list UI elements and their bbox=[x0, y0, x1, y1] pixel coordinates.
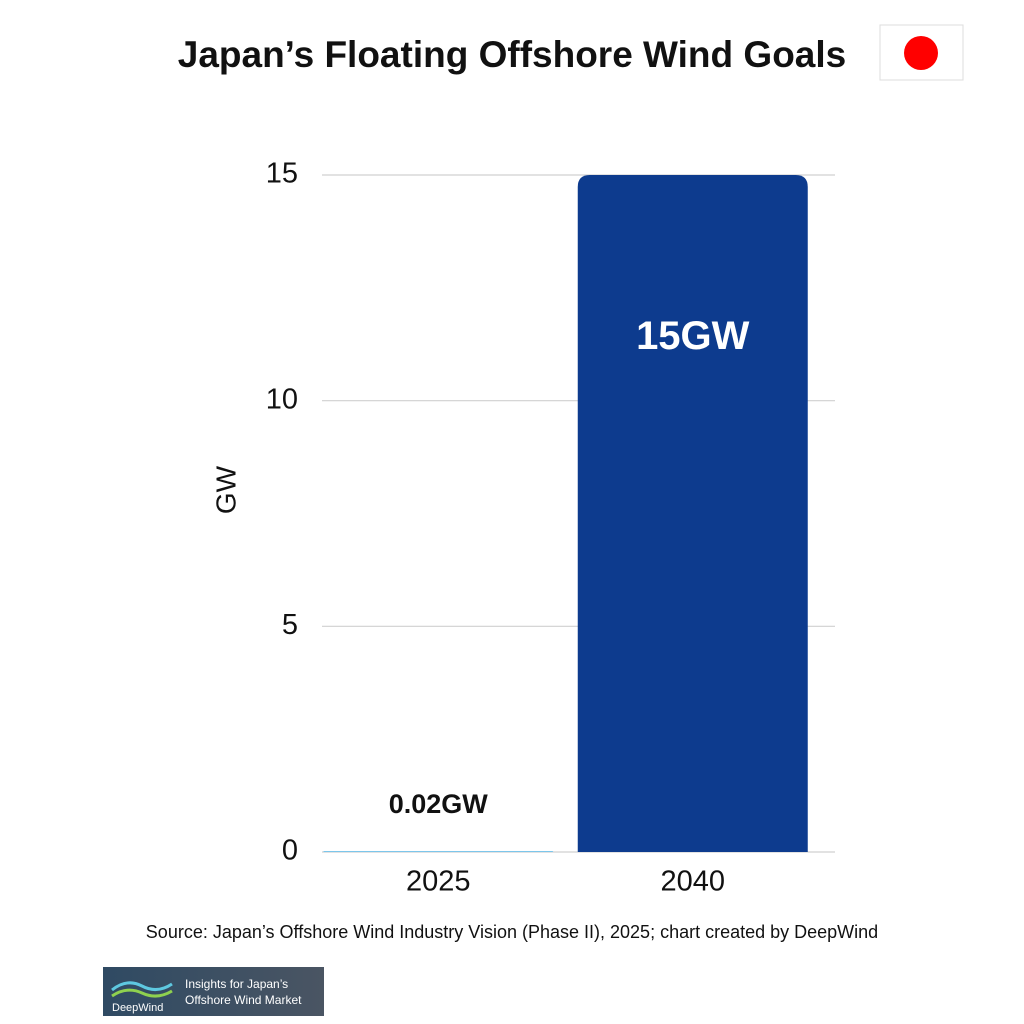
source: Source: Japan’s Offshore Wind Industry V… bbox=[146, 922, 878, 942]
y-tick-label: 5 bbox=[282, 609, 298, 641]
logo-brand: DeepWind bbox=[112, 1002, 163, 1014]
logo-wave bbox=[111, 981, 173, 992]
bar bbox=[323, 851, 554, 852]
logo: Insights for Japan’s Offshore Wind Marke… bbox=[103, 967, 324, 1016]
value-label: 0.02GW bbox=[389, 789, 489, 819]
chart-title: Japan’s Floating Offshore Wind Goals bbox=[178, 34, 846, 75]
value-label: 15GW bbox=[636, 314, 750, 358]
x-tick-label: 2040 bbox=[660, 866, 725, 898]
flag bbox=[879, 24, 964, 81]
y-tick-label: 15 bbox=[266, 158, 298, 190]
logo-text: Offshore Wind Market bbox=[185, 993, 302, 1007]
y-tick-label: 10 bbox=[266, 383, 298, 415]
flag-sun bbox=[904, 36, 938, 70]
logo-wave bbox=[111, 988, 173, 998]
y-axis-label: GW bbox=[210, 465, 241, 514]
bar bbox=[577, 175, 808, 852]
x-tick-label: 2025 bbox=[406, 866, 471, 898]
y-tick-label: 0 bbox=[282, 835, 298, 867]
logo-text: Insights for Japan’s bbox=[185, 977, 288, 991]
